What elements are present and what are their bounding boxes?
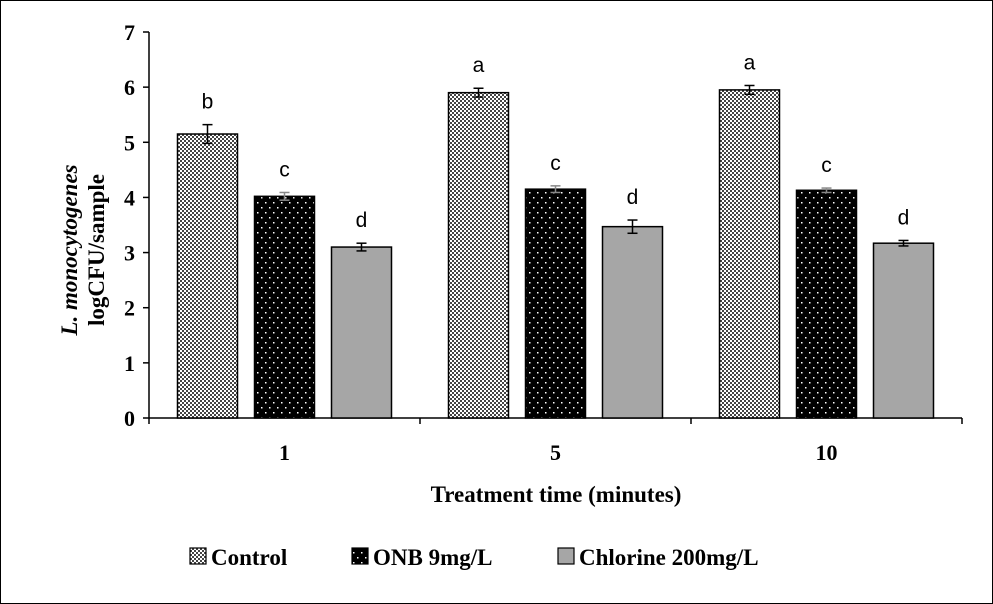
y-tick-label: 1 (124, 351, 135, 376)
x-tick-label: 1 (279, 440, 290, 465)
x-tick-label: 10 (816, 440, 838, 465)
bar (601, 225, 664, 419)
y-axis-title-italic: L. monocytogenes (57, 164, 82, 336)
bar (795, 189, 858, 419)
significance-letter: c (279, 158, 290, 181)
significance-letter: d (627, 186, 639, 209)
y-tick-label: 4 (124, 185, 135, 210)
bar (447, 91, 510, 419)
legend-swatch (557, 547, 575, 565)
y-tick-label: 3 (124, 241, 135, 266)
significance-letter: a (473, 54, 485, 77)
significance-letter: c (550, 152, 561, 175)
x-axis-title: Treatment time (minutes) (431, 482, 682, 507)
bar (718, 89, 781, 419)
bar (524, 188, 587, 419)
legend-label: Control (211, 545, 287, 570)
significance-letter: d (898, 206, 910, 229)
bar (253, 195, 316, 419)
significance-letter: a (744, 51, 756, 74)
bars (176, 84, 935, 419)
x-tick-label: 5 (550, 440, 561, 465)
y-tick-label: 0 (124, 406, 135, 431)
significance-letter: d (356, 209, 368, 232)
bar (176, 133, 239, 419)
y-tick-label: 6 (124, 75, 135, 100)
labels: 0 1 2 3 4 5 6 7 1 b c d 5 a c d 10 a c d (124, 20, 909, 465)
legend-label: Chlorine 200mg/L (579, 545, 759, 570)
bar (872, 242, 935, 419)
y-axis-title: logCFU/sample (84, 174, 109, 326)
bar (330, 246, 393, 419)
legend-swatch (189, 547, 207, 565)
y-tick-label: 2 (124, 296, 135, 321)
significance-letter: b (202, 91, 214, 114)
legend: Control ONB 9mg/L Chlorine 200mg/L (189, 545, 759, 570)
legend-swatch (351, 547, 369, 565)
y-tick-label: 5 (124, 130, 135, 155)
legend-label: ONB 9mg/L (373, 545, 492, 570)
y-tick-label: 7 (124, 20, 135, 45)
significance-letter: c (821, 154, 832, 177)
